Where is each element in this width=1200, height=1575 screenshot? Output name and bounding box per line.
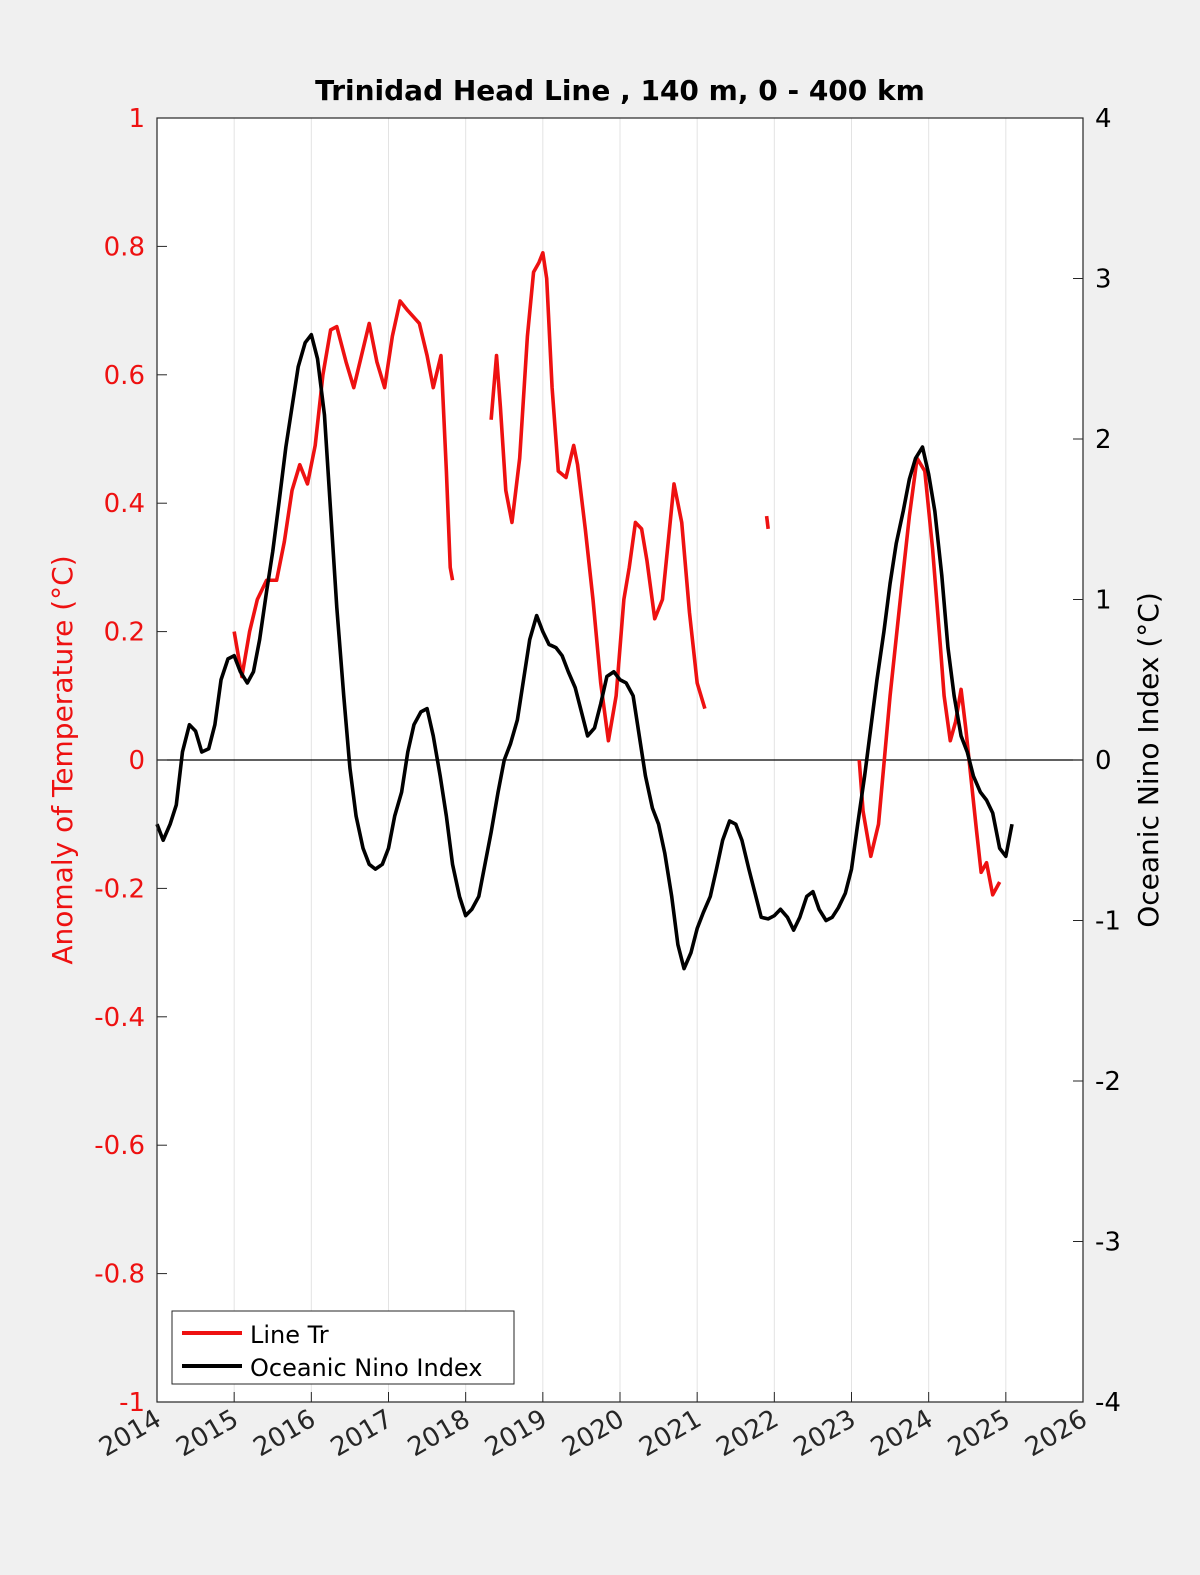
y-left-tick-label: -0.4 bbox=[94, 1003, 145, 1033]
line-tr-series-segment bbox=[489, 251, 707, 743]
y-axis-right-label: Oceanic Nino Index (°C) bbox=[1132, 592, 1165, 928]
y-right-tick-label: 4 bbox=[1095, 104, 1112, 134]
y-left-tick-label: -0.2 bbox=[94, 874, 145, 904]
y-right-tick-label: 3 bbox=[1095, 265, 1112, 295]
y-left-tick-label: 0.4 bbox=[104, 489, 145, 519]
y-left-tick-label: 1 bbox=[128, 104, 145, 134]
line-tr-series-segment bbox=[857, 456, 1002, 897]
y-right-tick-label: 2 bbox=[1095, 425, 1112, 455]
y-right-tick-label: -2 bbox=[1095, 1067, 1121, 1097]
y-left-tick-label: -1 bbox=[119, 1388, 145, 1418]
y-right-tick-label: 1 bbox=[1095, 586, 1112, 616]
line-tr-series-segment bbox=[232, 299, 455, 679]
legend-label-line-tr: Line Tr bbox=[250, 1321, 329, 1349]
y-right-tick-label: -1 bbox=[1095, 907, 1121, 937]
legend-label-oni: Oceanic Nino Index bbox=[250, 1354, 482, 1382]
y-left-tick-label: -0.8 bbox=[94, 1260, 145, 1290]
y-left-tick-label: 0.8 bbox=[104, 232, 145, 262]
series-group bbox=[155, 251, 1014, 971]
y-left-tick-label: 0.2 bbox=[104, 618, 145, 648]
line-tr-series-segment bbox=[764, 515, 770, 530]
y-left-tick-label: -0.6 bbox=[94, 1131, 145, 1161]
y-left-tick-label: 0 bbox=[128, 746, 145, 776]
legend-box bbox=[171, 1310, 515, 1385]
oni-series-line bbox=[155, 332, 1014, 971]
chart-title: Trinidad Head Line , 140 m, 0 - 400 km bbox=[315, 74, 925, 107]
y-left-tick-label: 0.6 bbox=[104, 361, 145, 391]
y-right-tick-label: -3 bbox=[1095, 1228, 1121, 1258]
y-right-tick-label: 0 bbox=[1095, 746, 1112, 776]
y-right-tick-label: -4 bbox=[1095, 1388, 1121, 1418]
legend: Line Tr Oceanic Nino Index bbox=[171, 1310, 515, 1385]
y-axis-left-label: Anomaly of Temperature (°C) bbox=[46, 555, 79, 964]
